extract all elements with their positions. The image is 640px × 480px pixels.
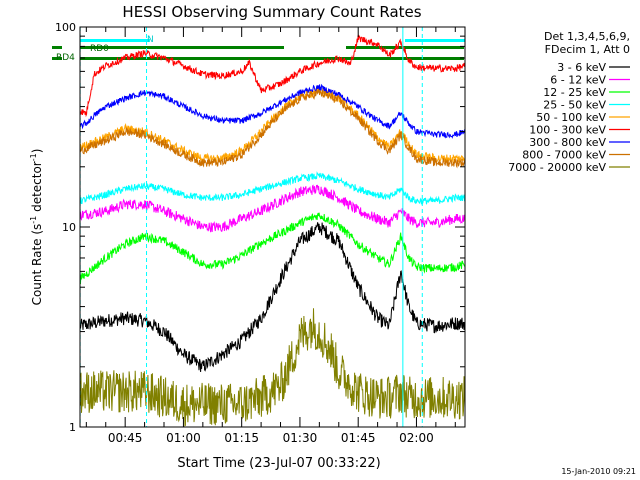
legend-label-2: 12 - 25 keV: [543, 86, 606, 99]
y-tick-label-2: 100: [55, 21, 76, 34]
flag-label-rd0: RD0: [90, 44, 109, 54]
series-layer: [80, 34, 465, 427]
series-line-5: [80, 34, 465, 118]
y-tick-label-1: 10: [62, 221, 76, 234]
x-tick-label-4: 01:45: [341, 431, 376, 445]
flag-band-rd0-2: [346, 46, 464, 49]
flag-bands: [52, 39, 465, 60]
timestamp: 15-Jan-2010 09:21: [561, 467, 636, 476]
series-line-3: [80, 171, 465, 206]
x-tick-label-3: 01:30: [283, 431, 318, 445]
chart-title: HESSI Observing Summary Count Rates: [122, 3, 421, 21]
x-tick-label-0: 00:45: [108, 431, 143, 445]
x-axis: 00:45 01:00 01:15 01:30 01:45 02:00: [85, 27, 456, 445]
x-tick-label-5: 02:00: [399, 431, 434, 445]
x-tick-label-1: 01:00: [166, 431, 201, 445]
flag-tick-rd0: [52, 46, 62, 49]
flag-band-cyan-2: [405, 39, 465, 42]
legend-label-8: 7000 - 20000 keV: [508, 161, 606, 174]
flag-band-rd0-1: [80, 46, 284, 49]
legend-label-7: 800 - 7000 keV: [522, 149, 606, 162]
series-line-6: [80, 83, 465, 139]
flag-band-cyan-1: [80, 39, 150, 42]
series-line-2: [80, 212, 465, 285]
y-axis-label: Count Rate (s-1 detector-1): [29, 149, 44, 306]
x-tick-label-2: 01:15: [224, 431, 259, 445]
y-axis: 1 10 100: [55, 21, 465, 434]
legend-header-1: Det 1,3,4,5,6,9,: [544, 30, 630, 43]
legend-label-5: 100 - 300 keV: [529, 124, 606, 137]
legend-label-0: 3 - 6 keV: [557, 61, 606, 74]
legend: Det 1,3,4,5,6,9, FDecim 1, Att 0 3 - 6 k…: [508, 30, 630, 174]
series-line-1: [80, 184, 465, 233]
x-axis-label: Start Time (23-Jul-07 00:33:22): [177, 456, 380, 471]
y-tick-label-0: 1: [69, 421, 76, 434]
legend-label-1: 6 - 12 keV: [550, 74, 606, 87]
legend-header-2: FDecim 1, Att 0: [545, 43, 630, 56]
legend-label-3: 25 - 50 keV: [543, 99, 606, 112]
flag-band-rd4: [80, 57, 464, 60]
series-line-8: [80, 308, 465, 427]
flag-label-n: N: [147, 35, 154, 45]
flag-tick-rd4: [52, 57, 62, 60]
legend-label-6: 300 - 800 keV: [529, 136, 606, 149]
flag-label-rd4: RD4: [56, 53, 75, 63]
legend-label-4: 50 - 100 keV: [536, 111, 606, 124]
series-line-7: [80, 89, 465, 169]
series-line-0: [80, 222, 465, 373]
